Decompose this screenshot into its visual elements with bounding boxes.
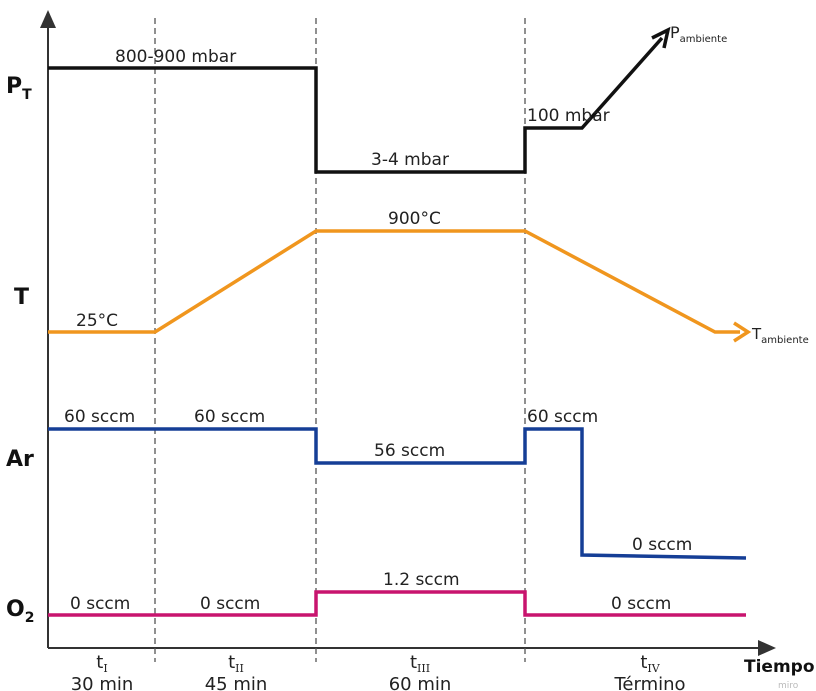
watermark: miro bbox=[778, 681, 799, 691]
ar-axis-label: Ar bbox=[6, 447, 34, 472]
svg-text:30 min: 30 min bbox=[71, 674, 134, 691]
pressure-curve bbox=[48, 36, 664, 174]
argon-phase1-label: 60 sccm bbox=[64, 407, 135, 427]
argon-phase2-label: 60 sccm bbox=[194, 407, 265, 427]
temperature-start-label: 25°C bbox=[76, 311, 118, 331]
argon-phase4-label: 60 sccm bbox=[527, 407, 598, 427]
x-axis-label: Tiempo bbox=[744, 657, 815, 677]
temperature-end-label: Tambiente bbox=[751, 325, 809, 346]
temperature-curve bbox=[48, 229, 740, 334]
pressure-low-label: 3-4 mbar bbox=[371, 150, 449, 170]
phase-label-4: tIV Término bbox=[613, 652, 685, 691]
oxygen-phase1-label: 0 sccm bbox=[70, 594, 130, 614]
argon-off-label: 0 sccm bbox=[632, 535, 692, 555]
t-axis-label: T bbox=[14, 285, 29, 310]
oxygen-phase2-label: 0 sccm bbox=[200, 594, 260, 614]
phase-label-1: tI 30 min bbox=[71, 652, 134, 691]
temperature-arrow-icon bbox=[733, 321, 752, 343]
oxygen-phase3-label: 1.2 sccm bbox=[383, 570, 460, 590]
pressure-vent-label: 100 mbar bbox=[527, 106, 610, 126]
pressure-arrow-icon bbox=[651, 26, 671, 49]
svg-text:tII: tII bbox=[228, 652, 244, 675]
phase-label-3: tIII 60 min bbox=[389, 652, 452, 691]
y-axis-arrow-icon bbox=[40, 10, 56, 28]
argon-curve bbox=[48, 427, 747, 560]
pt-axis-label: PT bbox=[6, 74, 32, 103]
svg-text:tIII: tIII bbox=[410, 652, 430, 675]
pressure-end-label: Pambiente bbox=[670, 23, 727, 45]
temperature-plateau-label: 900°C bbox=[388, 209, 441, 229]
svg-text:60 min: 60 min bbox=[389, 674, 452, 691]
x-axis-arrow-icon bbox=[758, 640, 776, 656]
phase-label-2: tII 45 min bbox=[205, 652, 268, 691]
svg-text:tI: tI bbox=[96, 652, 107, 675]
oxygen-curve bbox=[48, 590, 746, 617]
argon-phase3-label: 56 sccm bbox=[374, 441, 445, 461]
o2-axis-label: O2 bbox=[6, 597, 34, 626]
pressure-initial-label: 800-900 mbar bbox=[115, 47, 236, 67]
oxygen-phase4-label: 0 sccm bbox=[611, 594, 671, 614]
svg-text:Término: Término bbox=[613, 674, 685, 691]
svg-text:tIV: tIV bbox=[640, 652, 660, 675]
svg-text:45 min: 45 min bbox=[205, 674, 268, 691]
